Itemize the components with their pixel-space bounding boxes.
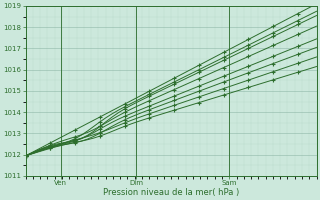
- X-axis label: Pression niveau de la mer( hPa ): Pression niveau de la mer( hPa ): [103, 188, 239, 197]
